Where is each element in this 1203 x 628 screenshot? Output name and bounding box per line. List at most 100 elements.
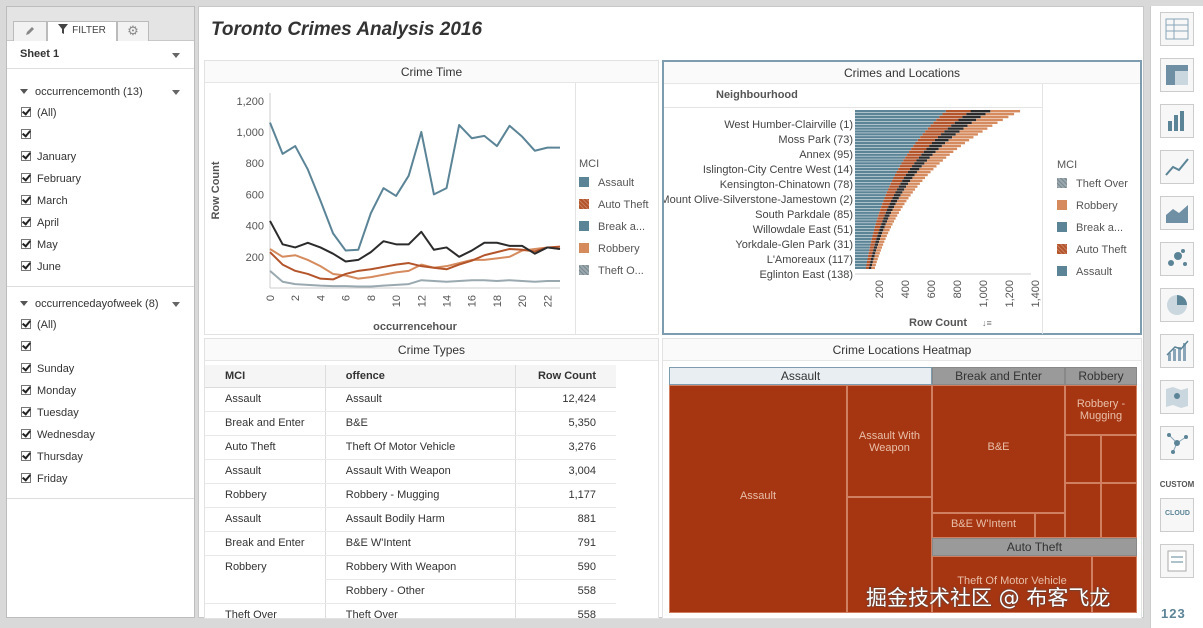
dayofweek-option[interactable]: (All) xyxy=(7,315,194,337)
legend-item-assault[interactable]: Assault xyxy=(579,177,634,189)
filter-tab[interactable]: FILTER xyxy=(47,21,117,41)
treemap-cell-assault[interactable]: Assault xyxy=(669,385,847,613)
column-header-row-count[interactable]: Row Count xyxy=(515,365,616,388)
column-header-offence[interactable]: offence xyxy=(324,365,516,388)
bar-segment-robbery xyxy=(968,125,993,127)
map-viz-icon[interactable] xyxy=(1160,380,1194,414)
treemap-cell-robbery-mugging[interactable]: Robbery - Mugging xyxy=(1065,385,1137,435)
sort-icon[interactable]: ↓≡ xyxy=(982,318,992,328)
table-row[interactable]: Theft Over Theft Over 558 xyxy=(205,603,616,618)
checkbox[interactable] xyxy=(21,363,31,373)
treemap-group-robbery[interactable]: Robbery xyxy=(1065,367,1137,385)
checkbox[interactable] xyxy=(21,385,31,395)
crime-time-panel[interactable]: Crime Time 200 400 600 800 1,000 1,200 0 2 4 6 8 10… xyxy=(204,60,659,335)
bar-segment-break-enter xyxy=(958,119,976,121)
legend-item-break-enter[interactable]: Break a... xyxy=(1057,222,1123,234)
checkbox[interactable] xyxy=(21,217,31,227)
table-row[interactable]: Auto Theft Theft Of Motor Vehicle 3,276 xyxy=(205,435,616,460)
dayofweek-filter-header[interactable]: occurrencedayofweek (8) xyxy=(7,293,194,315)
treemap-cell-be-small[interactable] xyxy=(1035,513,1065,538)
table-viz-icon[interactable] xyxy=(1160,12,1194,46)
pie-viz-icon[interactable] xyxy=(1160,288,1194,322)
table-row[interactable]: Assault Assault 12,424 xyxy=(205,387,616,412)
dayofweek-option[interactable]: Tuesday xyxy=(7,403,194,425)
table-row[interactable]: Robbery Robbery - Mugging 1,177 xyxy=(205,483,616,508)
checkbox[interactable] xyxy=(21,195,31,205)
legend-item-theft-over[interactable]: Theft O... xyxy=(579,265,644,277)
checkbox[interactable] xyxy=(21,173,31,183)
treemap[interactable]: Assault Break and Enter Robbery Assault … xyxy=(669,367,1137,613)
checkbox[interactable] xyxy=(21,107,31,117)
column-header-mci[interactable]: MCI xyxy=(205,365,326,388)
checkbox[interactable] xyxy=(21,239,31,249)
treemap-cell-be-intent[interactable]: B&E W'Intent xyxy=(932,513,1035,538)
settings-tab[interactable]: ⚙ xyxy=(117,21,149,41)
line-viz-icon[interactable] xyxy=(1160,150,1194,184)
dayofweek-option[interactable]: Sunday xyxy=(7,359,194,381)
tag-cloud-viz-icon[interactable]: CLOUD xyxy=(1160,498,1194,532)
table-row[interactable]: Break and Enter B&E 5,350 xyxy=(205,411,616,436)
month-option[interactable] xyxy=(7,125,194,147)
treemap-cell-assault-small[interactable] xyxy=(847,497,932,613)
dayofweek-option[interactable] xyxy=(7,337,194,359)
table-row[interactable]: Robbery Robbery With Weapon 590 xyxy=(205,555,616,580)
checkbox[interactable] xyxy=(21,319,31,329)
legend-item-auto-theft[interactable]: Auto Theft xyxy=(579,199,649,211)
checkbox[interactable] xyxy=(21,473,31,483)
crime-time-chart[interactable]: 200 400 600 800 1,000 1,200 0 2 4 6 8 10 12 14 16 18 20 2… xyxy=(205,83,660,336)
legend-item-robbery[interactable]: Robbery xyxy=(1057,200,1118,212)
network-viz-icon[interactable] xyxy=(1160,426,1194,460)
legend-item-break-enter[interactable]: Break a... xyxy=(579,221,645,233)
legend-item-assault[interactable]: Assault xyxy=(1057,266,1112,278)
treemap-cell-robbery-small[interactable] xyxy=(1101,435,1137,483)
pivot-viz-icon[interactable] xyxy=(1160,58,1194,92)
checkbox[interactable] xyxy=(21,429,31,439)
month-option[interactable]: April xyxy=(7,213,194,235)
table-row[interactable]: Break and Enter B&E W'Intent 791 xyxy=(205,531,616,556)
treemap-group-assault[interactable]: Assault xyxy=(669,367,932,385)
checkbox[interactable] xyxy=(21,261,31,271)
legend-item-robbery[interactable]: Robbery xyxy=(579,243,640,255)
legend-item-auto-theft[interactable]: Auto Theft xyxy=(1057,244,1127,256)
month-option[interactable]: May xyxy=(7,235,194,257)
treemap-group-break-enter[interactable]: Break and Enter xyxy=(932,367,1065,385)
custom-viz-icon[interactable] xyxy=(1160,544,1194,578)
dayofweek-option[interactable]: Thursday xyxy=(7,447,194,469)
checkbox[interactable] xyxy=(21,129,31,139)
dayofweek-option[interactable]: Wednesday xyxy=(7,425,194,447)
table-row[interactable]: Assault Assault With Weapon 3,004 xyxy=(205,459,616,484)
table-row[interactable]: Assault Assault Bodily Harm 881 xyxy=(205,507,616,532)
checkbox[interactable] xyxy=(21,151,31,161)
numbers-viz-icon[interactable]: 123 xyxy=(1161,606,1186,621)
treemap-cell-theft-over[interactable] xyxy=(1101,483,1137,538)
dayofweek-option[interactable]: Friday xyxy=(7,469,194,491)
crimes-locations-panel[interactable]: Crimes and Locations Neighbourhood West … xyxy=(662,60,1142,335)
crimes-locations-chart[interactable]: West Humber-Clairville (1) Moss Park (73)… xyxy=(664,108,1044,334)
treemap-cell-theft-motor[interactable]: Theft Of Motor Vehicle xyxy=(932,556,1092,613)
month-option[interactable]: February xyxy=(7,169,194,191)
legend-item-theft-over[interactable]: Theft Over xyxy=(1057,178,1128,190)
treemap-cell-assault-weapon[interactable]: Assault With Weapon xyxy=(847,385,932,497)
treemap-cell-robbery-small[interactable] xyxy=(1065,435,1101,483)
treemap-cell-auto-small[interactable] xyxy=(1092,556,1137,613)
scatter-viz-icon[interactable] xyxy=(1160,242,1194,276)
area-viz-icon[interactable] xyxy=(1160,196,1194,230)
month-option[interactable]: January xyxy=(7,147,194,169)
treemap-group-auto-theft[interactable]: Auto Theft xyxy=(932,538,1137,556)
sheet-selector[interactable]: Sheet 1 xyxy=(7,41,194,69)
treemap-cell-robbery-small[interactable] xyxy=(1065,483,1101,538)
month-option[interactable]: March xyxy=(7,191,194,213)
edit-tab[interactable] xyxy=(13,21,47,41)
column-header-neighbourhood[interactable]: Neighbourhood xyxy=(716,89,798,101)
month-filter-header[interactable]: occurrencemonth (13) xyxy=(7,81,194,103)
checkbox[interactable] xyxy=(21,451,31,461)
combo-viz-icon[interactable] xyxy=(1160,334,1194,368)
table-row[interactable]: Robbery - Other 558 xyxy=(205,579,616,604)
checkbox[interactable] xyxy=(21,341,31,351)
bar-viz-icon[interactable] xyxy=(1160,104,1194,138)
treemap-cell-be[interactable]: B&E xyxy=(932,385,1065,513)
month-option[interactable]: June xyxy=(7,257,194,279)
month-option[interactable]: (All) xyxy=(7,103,194,125)
checkbox[interactable] xyxy=(21,407,31,417)
dayofweek-option[interactable]: Monday xyxy=(7,381,194,403)
